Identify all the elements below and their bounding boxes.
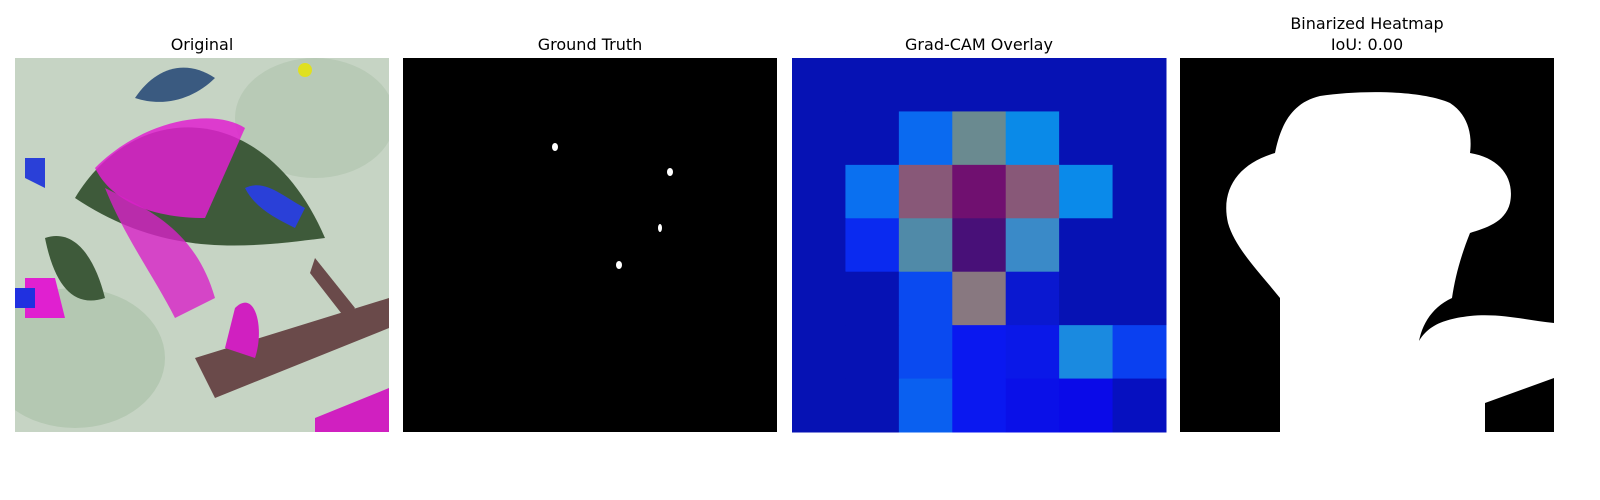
heatmap-cell <box>898 58 953 112</box>
heatmap-cell <box>952 271 1007 326</box>
heatmap-cell <box>1112 378 1167 433</box>
heatmap-cell <box>898 164 953 219</box>
heatmap-cell <box>952 325 1007 380</box>
heatmap-cell <box>1059 111 1114 166</box>
heatmap-cell <box>1059 164 1114 219</box>
heatmap-cell <box>845 325 900 380</box>
heatmap-cell <box>845 58 900 112</box>
panel-title: Grad-CAM Overlay <box>905 35 1053 54</box>
heatmap-cell <box>845 164 900 219</box>
binarized-image <box>1180 58 1554 432</box>
heatmap-cell <box>952 218 1007 273</box>
heatmap-cell <box>898 325 953 380</box>
heatmap-cell <box>792 325 846 380</box>
heatmap-cell <box>1005 271 1060 326</box>
heatmap-cell <box>1112 218 1167 273</box>
heatmap-cell <box>845 271 900 326</box>
panel-subtitle: IoU: 0.00 <box>1331 35 1403 54</box>
heatmap-cell <box>792 218 846 273</box>
heatmap-cell <box>952 164 1007 219</box>
heatmap-cell <box>898 271 953 326</box>
ground-truth-image <box>403 58 777 432</box>
panel-title: Binarized Heatmap <box>1290 14 1443 33</box>
heatmap-cell <box>1059 58 1114 112</box>
heatmap-cell <box>792 271 846 326</box>
original-image <box>15 58 389 432</box>
heatmap-cell <box>1059 218 1114 273</box>
panel-title: Ground Truth <box>538 35 643 54</box>
heatmap-cell <box>792 111 846 166</box>
heatmap-cell <box>792 378 846 433</box>
panel-title: Original <box>171 35 234 54</box>
heatmap-cell <box>952 58 1007 112</box>
heatmap-cell <box>1112 164 1167 219</box>
heatmap-cell <box>1005 378 1060 433</box>
heatmap-cell <box>1112 271 1167 326</box>
heatmap-cell <box>1005 164 1060 219</box>
heatmap-cell <box>1059 325 1114 380</box>
heatmap-cell <box>845 111 900 166</box>
heatmap-cell <box>952 378 1007 433</box>
heatmap-cell <box>845 378 900 433</box>
heatmap-cell <box>1112 325 1167 380</box>
heatmap-cell <box>1059 378 1114 433</box>
heatmap-cell <box>898 111 953 166</box>
heatmap-cell <box>1112 111 1167 166</box>
heatmap-cell <box>792 164 846 219</box>
gradcam-image <box>792 58 1167 433</box>
heatmap-cell <box>1005 325 1060 380</box>
heatmap-cell <box>1112 58 1167 112</box>
heatmap-cell <box>898 378 953 433</box>
heatmap-cell <box>952 111 1007 166</box>
heatmap-cell <box>1005 111 1060 166</box>
heatmap-cell <box>845 218 900 273</box>
heatmap-cell <box>792 58 846 112</box>
heatmap-cell <box>1005 218 1060 273</box>
heatmap-cell <box>1005 58 1060 112</box>
heatmap-cell <box>898 218 953 273</box>
heatmap-cell <box>1059 271 1114 326</box>
